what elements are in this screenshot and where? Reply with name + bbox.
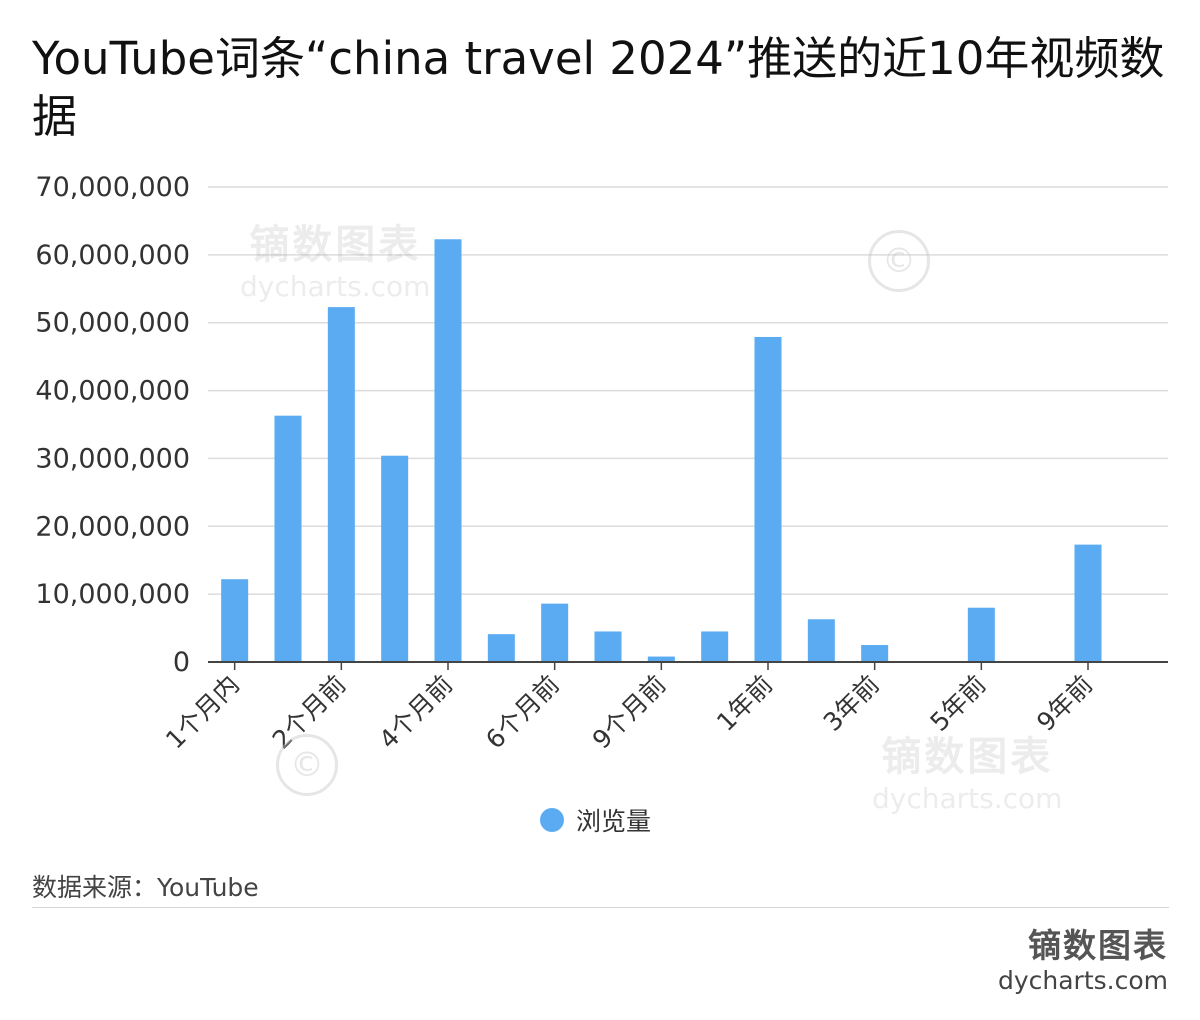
legend-swatch <box>540 808 564 832</box>
x-tick-label: 9年前 <box>1031 670 1098 737</box>
bar <box>381 455 409 662</box>
x-tick-label: 6个月前 <box>480 670 565 755</box>
bar <box>754 336 782 662</box>
bar <box>541 603 569 662</box>
legend: 浏览量 <box>540 802 651 838</box>
chart-title: YouTube词条“china travel 2024”推送的近10年视频数据 <box>32 32 1165 143</box>
y-tick-label: 10,000,000 <box>35 579 190 610</box>
y-tick-label: 20,000,000 <box>35 511 190 542</box>
brand-logo: 镝数图表 dycharts.com <box>998 926 1168 996</box>
bar <box>434 239 462 662</box>
x-axis <box>208 661 1168 670</box>
y-axis-tick-labels: 0 10,000,000 20,000,000 30,000,000 40,000,00… <box>35 172 190 678</box>
y-tick-label: 60,000,000 <box>35 240 190 271</box>
x-tick-label: 1个月内 <box>160 670 245 755</box>
brand-name-en: dycharts.com <box>997 966 1168 995</box>
bar <box>327 307 355 662</box>
bar <box>1074 544 1102 662</box>
y-tick-label: 70,000,000 <box>35 172 190 203</box>
gridlines <box>208 186 1168 595</box>
bar <box>967 607 995 662</box>
bar <box>647 656 675 662</box>
y-tick-label: 40,000,000 <box>35 376 190 407</box>
bar <box>861 645 889 662</box>
legend-label: 浏览量 <box>576 807 652 836</box>
data-source: 数据来源：YouTube <box>32 873 259 902</box>
bar <box>594 631 622 662</box>
bar <box>274 415 302 662</box>
bar <box>701 631 729 662</box>
y-tick-label: 50,000,000 <box>35 308 190 339</box>
x-tick-label: 5年前 <box>924 670 991 737</box>
bar <box>487 634 515 662</box>
brand-name-cn: 镝数图表 <box>1028 926 1168 965</box>
x-tick-label: 1年前 <box>711 670 778 737</box>
copyright-watermark-icon: © <box>868 230 930 292</box>
bars <box>221 239 1102 662</box>
bar <box>221 579 249 662</box>
copyright-watermark-icon: © <box>276 734 338 796</box>
bar <box>807 619 835 662</box>
divider <box>32 907 1169 908</box>
y-tick-label: 30,000,000 <box>35 443 190 474</box>
x-tick-label: 9个月前 <box>587 670 672 755</box>
y-tick-label: 0 <box>173 647 190 678</box>
x-tick-label: 4个月前 <box>373 670 458 755</box>
x-tick-label: 3年前 <box>818 670 885 737</box>
